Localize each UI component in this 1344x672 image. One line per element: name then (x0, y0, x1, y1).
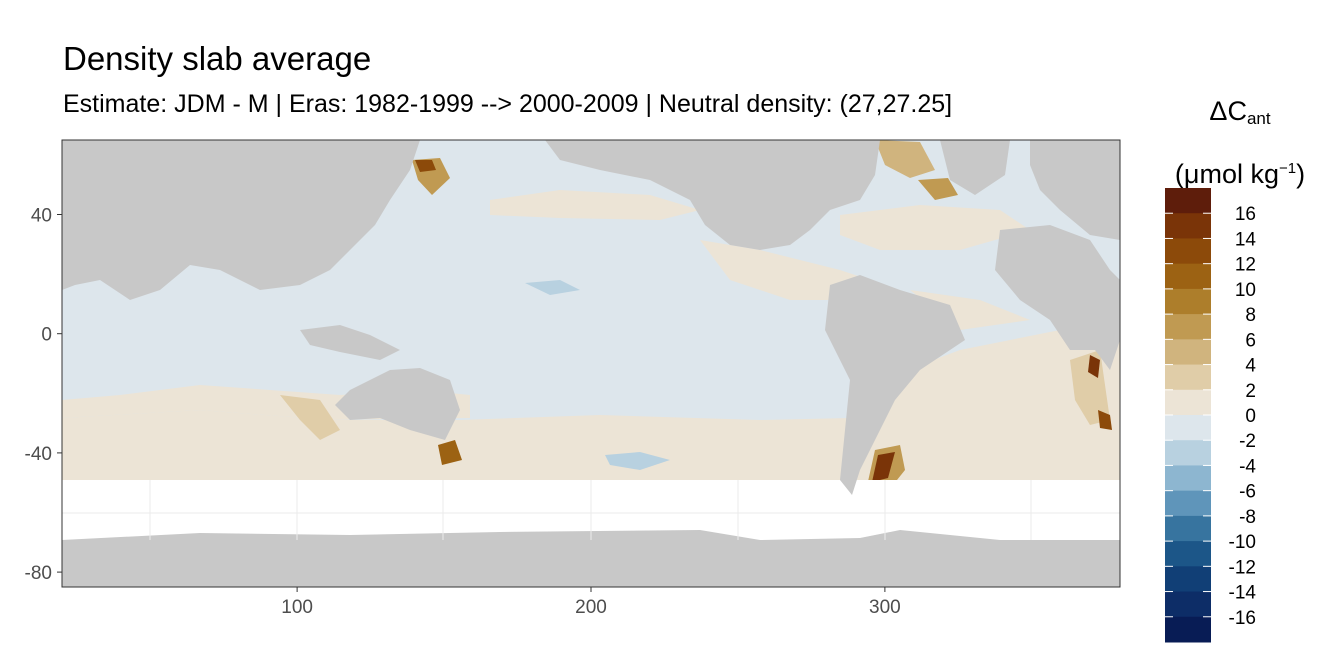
legend-colorbar: 16 14 12 10 8 6 4 2 0 -2 -4 -6 -8 -10 -12 -14 -16 (1165, 188, 1256, 643)
legend-label: -16 (1229, 608, 1256, 629)
y-tick-label: 40 (31, 206, 52, 227)
legend-swatch (1165, 213, 1211, 239)
legend-label: 16 (1235, 204, 1256, 225)
legend-unit: (μmol kg (1174, 159, 1279, 189)
landmass-asia (62, 140, 420, 300)
legend-swatch (1165, 515, 1211, 542)
legend-swatch (1165, 314, 1211, 340)
legend-swatch (1165, 364, 1211, 391)
landmass-antarctica (62, 530, 1120, 587)
legend-label: 14 (1235, 229, 1257, 250)
legend-symbol: ΔC (1209, 96, 1247, 126)
legend-label: 8 (1245, 305, 1256, 326)
legend-subscript: ant (1246, 109, 1271, 128)
legend-swatch (1165, 339, 1211, 366)
legend-label: -10 (1229, 532, 1256, 553)
gridlines (62, 480, 1120, 540)
map-panel (62, 140, 1120, 587)
legend-label: 4 (1245, 356, 1256, 377)
legend-swatch (1165, 440, 1211, 466)
x-tick-label: 300 (869, 597, 901, 618)
legend-label: -4 (1239, 456, 1256, 477)
legend-swatch (1165, 465, 1211, 492)
legend-swatch (1165, 188, 1211, 214)
chart-subtitle: Estimate: JDM - M | Eras: 1982-1999 --> … (63, 90, 953, 118)
legend-label: 12 (1235, 255, 1256, 276)
legend-label: -14 (1229, 583, 1257, 604)
legend-label: -6 (1239, 482, 1256, 503)
y-tick-label: 0 (41, 325, 52, 346)
legend-swatch (1165, 616, 1211, 643)
legend-unit-close: ) (1296, 159, 1306, 189)
legend-swatch (1165, 288, 1211, 315)
landmass-south-america (825, 275, 965, 495)
legend-label: -12 (1229, 557, 1256, 578)
landmass-africa (995, 225, 1120, 370)
legend-swatch (1165, 566, 1211, 593)
legend-label: 0 (1245, 406, 1256, 427)
y-tick-label: -40 (25, 444, 52, 465)
legend-label: -2 (1239, 431, 1256, 452)
legend-swatch (1165, 389, 1211, 416)
chart-title: Density slab average (63, 40, 372, 77)
legend-label: 2 (1245, 381, 1256, 402)
landmass-indonesia (300, 325, 400, 360)
legend-swatch (1165, 238, 1211, 265)
landmass-australia (335, 368, 460, 440)
legend-swatch (1165, 591, 1211, 618)
legend-title: ΔCant (μmol kg−1) (1160, 86, 1320, 199)
landmass-europe (1030, 140, 1120, 240)
landmass-north-america (545, 140, 880, 250)
legend-swatch (1165, 263, 1211, 290)
x-tick-label: 200 (575, 597, 607, 618)
legend-label: 6 (1245, 330, 1256, 351)
y-tick-label: -80 (25, 563, 52, 584)
landmass-greenland (940, 140, 1010, 195)
legend-label: -8 (1239, 507, 1256, 528)
legend-swatch (1165, 541, 1211, 567)
legend-swatch (1165, 490, 1211, 517)
legend-swatch (1165, 415, 1211, 441)
x-tick-label: 100 (281, 597, 313, 618)
legend-unit-exponent: −1 (1278, 160, 1297, 177)
land-masses (62, 140, 1120, 587)
legend-label: 10 (1235, 280, 1256, 301)
